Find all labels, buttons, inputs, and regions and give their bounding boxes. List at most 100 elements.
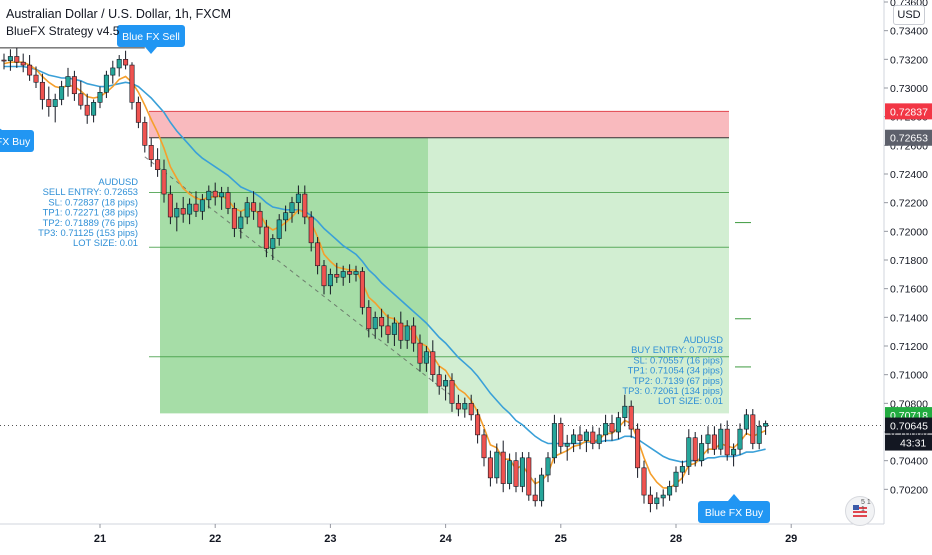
- candle: [7, 49, 13, 71]
- info-line: AUDUSD: [683, 334, 723, 345]
- candle-body: [65, 76, 71, 87]
- candle: [603, 414, 609, 443]
- candle: [519, 452, 525, 493]
- candle: [660, 489, 666, 507]
- candle: [449, 373, 455, 412]
- candle-body: [263, 226, 269, 249]
- x-tick-label: 22: [209, 533, 221, 545]
- candle-body: [756, 425, 762, 444]
- profit-zone: [160, 137, 428, 414]
- candle-body: [667, 486, 673, 496]
- candle-body: [654, 497, 660, 504]
- callout-box: [698, 501, 770, 523]
- candle-body: [206, 190, 212, 201]
- price-tag-label: 0.70645: [890, 421, 928, 433]
- candle: [443, 374, 449, 401]
- candle-body: [673, 471, 679, 487]
- candle: [33, 66, 39, 88]
- session-flag-icon[interactable]: 5 1 1: [845, 496, 875, 526]
- candle-body: [635, 428, 641, 469]
- candle-body: [404, 325, 410, 341]
- candle-body: [398, 322, 404, 341]
- candle-body: [699, 443, 705, 461]
- y-tick-label: 0.73400: [890, 26, 928, 38]
- candle: [417, 334, 423, 372]
- candle-body: [571, 434, 577, 444]
- candle: [686, 429, 692, 475]
- candle: [596, 427, 602, 450]
- candle-body: [257, 210, 263, 228]
- candle: [481, 429, 487, 467]
- candle-body: [52, 99, 58, 107]
- candle: [699, 434, 705, 467]
- y-tick-label: 0.71600: [890, 284, 928, 296]
- candle: [647, 486, 653, 513]
- candle: [564, 434, 570, 461]
- info-line: TP2: 0.7139 (67 pips): [633, 375, 723, 386]
- callout-arrow: [145, 47, 157, 54]
- candle: [321, 260, 327, 295]
- buy-signal-label-left: FX Buy: [0, 128, 34, 152]
- candle: [155, 148, 161, 177]
- candle: [225, 186, 231, 215]
- candle: [763, 420, 769, 435]
- candle: [116, 55, 122, 77]
- info-line: TP3: 0.71125 (153 pips): [38, 227, 138, 238]
- candle: [711, 426, 717, 455]
- candle: [59, 80, 65, 106]
- candle-body: [180, 208, 186, 215]
- candle: [238, 211, 244, 239]
- candle: [263, 219, 269, 258]
- candle-body: [603, 423, 609, 436]
- candle-body: [155, 159, 161, 171]
- candle-body: [417, 342, 423, 364]
- candle-body: [39, 81, 45, 100]
- candle-body: [455, 403, 461, 410]
- candle: [340, 265, 346, 286]
- candle: [641, 460, 647, 504]
- candle-body: [135, 102, 141, 123]
- currency-badge[interactable]: USD: [893, 5, 925, 25]
- candle-body: [366, 306, 372, 330]
- info-line: TP1: 0.72271 (38 pips): [43, 207, 138, 218]
- candle: [455, 394, 461, 417]
- candle-body: [283, 212, 289, 221]
- candle-body: [302, 193, 308, 218]
- session-badge: 5 1 1: [861, 499, 871, 513]
- candle: [14, 47, 20, 68]
- candle-body: [7, 56, 13, 62]
- info-line: LOT SIZE: 0.01: [73, 237, 138, 248]
- candle-body: [231, 208, 237, 229]
- candle: [289, 196, 295, 223]
- candle: [622, 394, 628, 427]
- countdown-label: 43:31: [900, 438, 926, 450]
- candle: [558, 417, 564, 454]
- candle: [494, 443, 500, 484]
- candlesticks: [1, 47, 769, 513]
- trade-zones: [149, 111, 729, 414]
- candle: [52, 93, 58, 123]
- candle: [628, 400, 634, 438]
- callout-arrow: [728, 494, 740, 501]
- candle: [270, 234, 276, 260]
- candle: [615, 411, 621, 440]
- buy-signal-label: Blue FX Buy: [698, 494, 770, 523]
- candle: [110, 60, 116, 84]
- candle-body: [436, 374, 442, 387]
- candle-body: [622, 405, 628, 418]
- candle: [167, 185, 173, 225]
- candle-body: [116, 59, 122, 69]
- candle: [692, 432, 698, 467]
- candle-body: [359, 271, 365, 308]
- info-line: TP3: 0.72061 (134 pips): [622, 385, 723, 396]
- candle-body: [494, 451, 500, 479]
- candle-body: [91, 102, 97, 116]
- candle: [366, 300, 372, 338]
- candle-body: [161, 169, 167, 195]
- candle: [679, 460, 685, 484]
- info-line: LOT SIZE: 0.01: [658, 395, 723, 406]
- candle: [507, 453, 513, 490]
